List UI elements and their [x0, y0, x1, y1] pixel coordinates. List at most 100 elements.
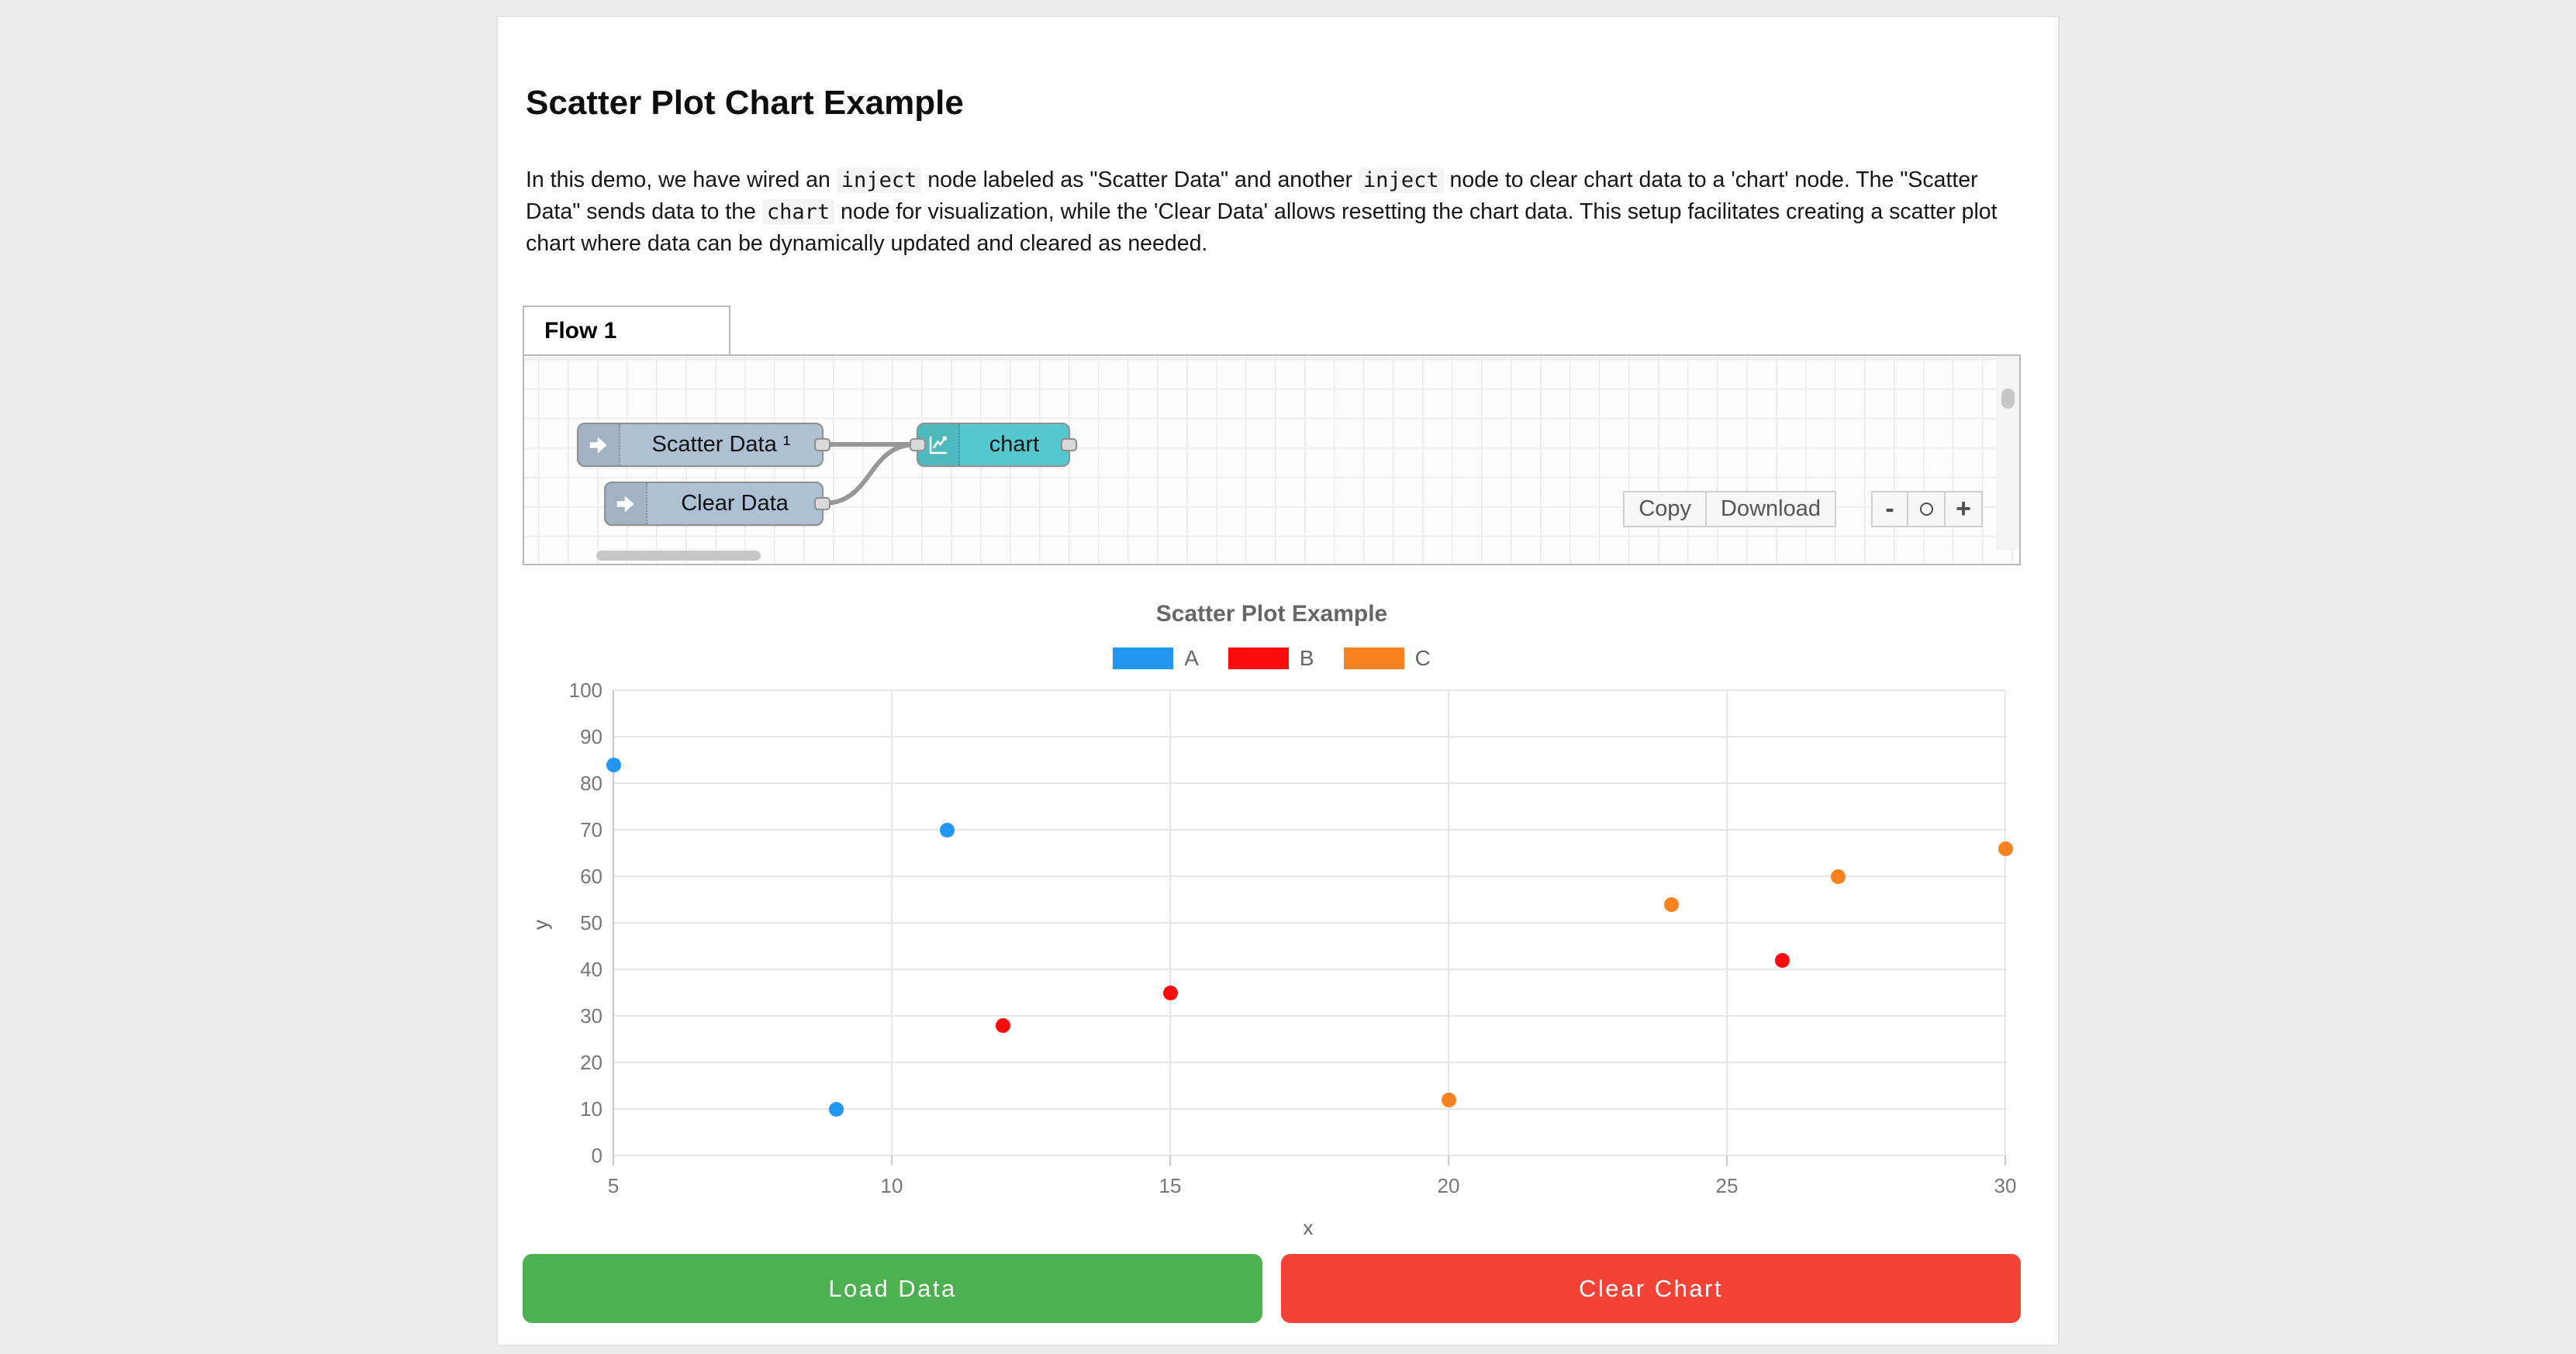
chart-legend: A B C — [523, 646, 2021, 671]
scatter-point-B — [996, 1017, 1011, 1033]
y-gridline — [613, 1108, 2005, 1110]
wire-clear-to-chart — [821, 442, 919, 506]
zoom-out-button[interactable]: - — [1871, 491, 1908, 527]
zoom-in-button[interactable]: + — [1946, 491, 1983, 527]
y-tick-label: 60 — [580, 865, 603, 888]
y-gridline — [613, 1155, 2005, 1156]
y-gridline — [613, 1015, 2005, 1017]
plus-icon: + — [1956, 494, 1971, 523]
content-card: Scatter Plot Chart Example In this demo,… — [496, 16, 2060, 1346]
legend-item-A[interactable]: A — [1113, 646, 1199, 671]
inject-arrow-icon — [578, 424, 620, 465]
inject-arrow-icon — [606, 483, 647, 524]
chart-title: Scatter Plot Example — [1155, 601, 1388, 627]
y-axis-line — [613, 690, 614, 1166]
y-tick-label: 90 — [580, 725, 603, 748]
download-button[interactable]: Download — [1707, 491, 1836, 527]
x-axis-tick — [1169, 1155, 1171, 1166]
page-title: Scatter Plot Chart Example — [526, 84, 964, 122]
copy-button-label: Copy — [1638, 496, 1692, 521]
copy-button[interactable]: Copy — [1623, 491, 1708, 527]
action-buttons-row: Load Data Clear Chart — [523, 1254, 2021, 1323]
scatter-point-C — [1441, 1092, 1456, 1107]
y-tick-label: 50 — [580, 911, 603, 934]
node-scatter-data-inject[interactable]: Scatter Data ¹ — [577, 423, 830, 467]
node-label: Clear Data — [681, 491, 789, 516]
y-gridline — [613, 876, 2005, 877]
y-gridline — [613, 689, 2005, 691]
y-tick-label: 30 — [580, 1004, 603, 1028]
inline-code: chart — [761, 199, 835, 225]
y-tick-label: 10 — [580, 1097, 603, 1121]
y-gridline — [613, 829, 2005, 831]
clear-chart-button-label: Clear Chart — [1579, 1274, 1723, 1302]
y-tick-label: 70 — [580, 818, 603, 841]
scatter-point-C — [1998, 841, 2013, 856]
legend-item-B[interactable]: B — [1228, 646, 1314, 671]
node-clear-data-inject[interactable]: Clear Data — [604, 482, 830, 526]
x-tick-label: 30 — [1994, 1174, 2017, 1197]
x-axis-title: x — [1303, 1216, 1314, 1239]
minus-icon: - — [1885, 494, 1894, 523]
legend-color-box — [1343, 648, 1404, 669]
flow-editor-canvas[interactable]: Scatter Data ¹ Clear Data chart — [523, 354, 2021, 565]
y-tick-label: 40 — [580, 958, 603, 981]
horizontal-scrollbar-thumb[interactable] — [596, 551, 761, 561]
x-gridline — [2005, 690, 2006, 1155]
description-paragraph: In this demo, we have wired an inject no… — [526, 164, 2025, 259]
clear-chart-button[interactable]: Clear Chart — [1281, 1254, 2021, 1323]
zoom-reset-button[interactable] — [1908, 491, 1946, 527]
x-axis-tick — [1726, 1155, 1728, 1166]
y-gridline — [613, 969, 2005, 970]
x-axis-tick — [1448, 1155, 1449, 1166]
y-gridline — [613, 922, 2005, 924]
x-tick-label: 10 — [880, 1174, 903, 1197]
download-button-label: Download — [1721, 496, 1821, 521]
inline-code: inject — [1359, 168, 1444, 193]
y-tick-label: 20 — [580, 1051, 603, 1074]
output-port — [814, 496, 830, 510]
description-text: node for visualization, while the 'Clear… — [526, 199, 1998, 256]
x-gridline — [1726, 690, 1728, 1155]
vertical-scrollbar-thumb[interactable] — [2001, 389, 2015, 409]
x-tick-label: 15 — [1159, 1174, 1182, 1197]
y-tick-label: 80 — [580, 772, 603, 795]
legend-label: C — [1414, 646, 1431, 670]
legend-color-box — [1113, 648, 1174, 669]
scatter-point-A — [940, 822, 955, 838]
x-tick-label: 5 — [607, 1174, 620, 1197]
y-gridline — [613, 782, 2005, 784]
x-gridline — [1448, 690, 1449, 1155]
scatter-point-B — [1775, 952, 1790, 968]
circle-icon — [1919, 503, 1933, 516]
y-tick-label: 100 — [568, 679, 603, 702]
y-gridline — [613, 736, 2005, 737]
x-tick-label: 25 — [1715, 1174, 1739, 1197]
tab-flow-1[interactable]: Flow 1 — [523, 306, 730, 356]
x-axis-tick — [891, 1155, 893, 1166]
y-tick-label: 0 — [591, 1144, 603, 1167]
node-chart[interactable]: chart — [910, 423, 1077, 467]
scatter-point-B — [1162, 985, 1178, 1000]
y-gridline — [613, 1062, 2005, 1063]
inline-code: inject — [836, 168, 922, 193]
x-gridline — [1169, 690, 1171, 1155]
x-axis-tick — [2005, 1155, 2006, 1166]
x-gridline — [891, 690, 893, 1155]
description-text: node to clear chart data to a 'chart' no… — [526, 168, 1978, 224]
legend-color-box — [1228, 648, 1289, 669]
node-label: chart — [989, 432, 1040, 457]
tab-flow-1-label: Flow 1 — [544, 318, 617, 344]
output-port — [814, 437, 830, 451]
legend-label: B — [1299, 646, 1314, 670]
legend-label: A — [1184, 646, 1199, 670]
scatter-point-C — [1831, 869, 1846, 884]
scatter-point-A — [828, 1101, 844, 1117]
scatter-point-A — [606, 757, 621, 772]
load-data-button[interactable]: Load Data — [523, 1254, 1262, 1323]
node-label: Scatter Data ¹ — [651, 432, 791, 457]
input-port — [910, 437, 926, 451]
scatter-point-C — [1663, 896, 1679, 912]
legend-item-C[interactable]: C — [1343, 646, 1431, 671]
